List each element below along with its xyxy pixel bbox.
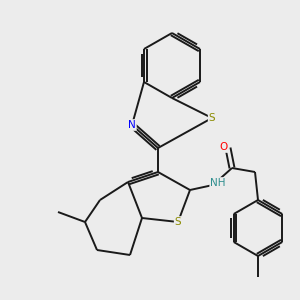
Text: N: N bbox=[128, 120, 136, 130]
Text: S: S bbox=[209, 113, 215, 123]
Text: S: S bbox=[175, 217, 181, 227]
Text: NH: NH bbox=[210, 178, 226, 188]
Text: O: O bbox=[220, 142, 228, 152]
